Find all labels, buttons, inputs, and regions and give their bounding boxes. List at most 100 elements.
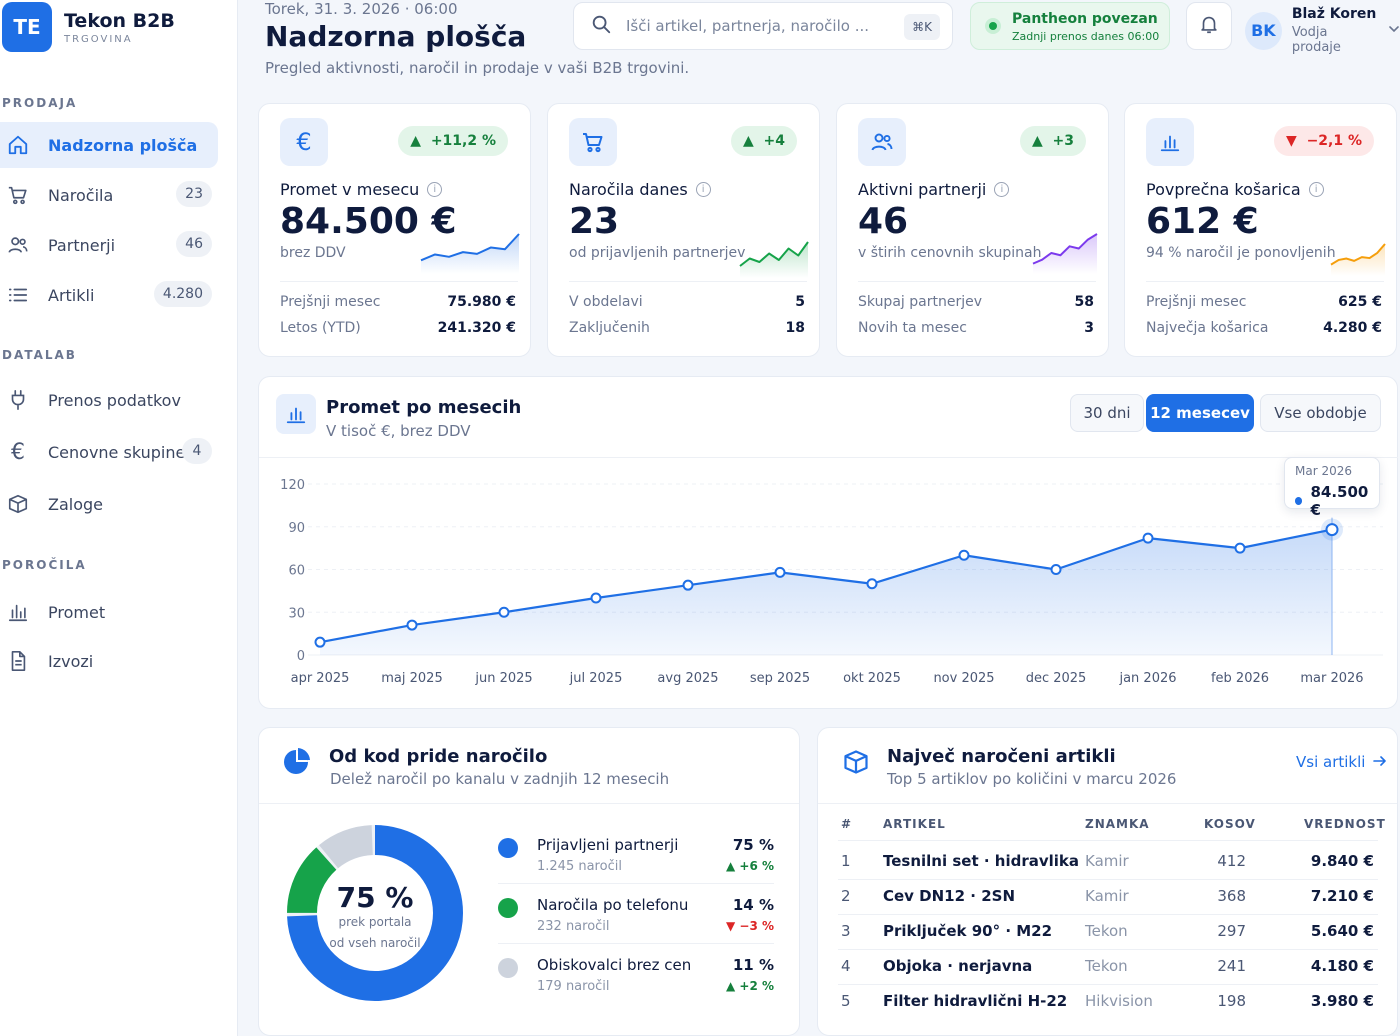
sidebar-item-zaloge[interactable]: Zaloge [0, 481, 218, 527]
info-icon[interactable]: i [994, 182, 1010, 197]
kpi-value: 46 [858, 201, 909, 242]
data-point [1234, 542, 1246, 554]
column-header[interactable]: ARTIKEL [883, 817, 946, 831]
delta-badge: ▼ −2,1 % [1274, 126, 1374, 156]
range-30-dni-button[interactable]: 30 dni [1070, 394, 1144, 432]
x-tick-label: dec 2025 [1026, 671, 1087, 686]
brand[interactable]: TE Tekon B2B TRGOVINA [2, 2, 175, 52]
table-cell-name: Tesnilni set · hidravlika [883, 852, 1079, 870]
delta-badge: ▲ +11,2 % [398, 126, 508, 156]
top-items-subtitle: Top 5 artiklov po količini v marcu 2026 [887, 770, 1177, 788]
revenue-line-chart[interactable]: 0 30 60 90 120 apr 2025 maj 2025 jun 2025 jul 20… [258, 459, 1398, 709]
sparkline-area [740, 242, 808, 278]
arrow-right-icon [1373, 753, 1387, 771]
kpi-detail-row: Letos (YTD) 241.320 € [280, 320, 516, 336]
sidebar-item-partnerji[interactable]: Partnerji 46 [0, 222, 218, 268]
column-header[interactable]: VREDNOST [1304, 817, 1386, 831]
sidebar-item-cenovne-skupine[interactable]: € Cenovne skupine 4 [0, 429, 218, 475]
status-title: Pantheon povezan [1012, 11, 1158, 27]
cart-icon [6, 183, 30, 207]
sidebar-item-promet[interactable]: Promet [0, 589, 218, 635]
top-items-title: Največ naročeni artikli [887, 746, 1116, 767]
table-cell-value: 4.180 € [1310, 957, 1374, 975]
sidebar-item-label: Cenovne skupine [48, 442, 186, 462]
sidebar-item-label: Artikli [48, 285, 95, 305]
info-icon[interactable]: i [427, 182, 443, 197]
chart-tooltip: Mar 2026 84.500 € [1284, 457, 1380, 519]
x-tick-label: jul 2025 [569, 671, 623, 686]
status-dot-icon [985, 18, 1001, 34]
donut-slice [287, 825, 463, 1001]
info-icon[interactable]: i [1308, 182, 1324, 197]
avatar: BK [1245, 11, 1282, 50]
count-badge: 46 [176, 231, 212, 257]
cart-icon [569, 118, 617, 166]
sidebar-item-prenos-podatkov[interactable]: Prenos podatkov [0, 377, 218, 423]
sidebar-item-narocila[interactable]: Naročila 23 [0, 172, 218, 218]
column-header[interactable]: ZNAMKA [1085, 817, 1150, 831]
search-placeholder: Išči artikel, partnerja, naročilo ... [626, 17, 870, 35]
legend-dot [498, 838, 518, 858]
chart-title: Promet po mesecih [326, 397, 522, 418]
user-menu[interactable]: BK Blaž Koren Vodja prodaje [1245, 6, 1400, 55]
table-cell-qty: 368 [1217, 887, 1246, 905]
kpi-subtext: 94 % naročil je ponovljenih [1146, 245, 1336, 261]
euro-icon: € [280, 118, 328, 166]
x-tick-label: okt 2025 [843, 671, 901, 686]
all-items-link[interactable]: Vsi artikli [1296, 753, 1387, 771]
notifications-button[interactable] [1186, 2, 1232, 50]
bell-icon [1198, 13, 1220, 39]
legend-item[interactable]: Obiskovalci brez cen 179 naročil 11 % ▲ … [498, 956, 774, 1000]
legend-delta: ▲ +6 % [725, 859, 774, 873]
plug-icon [6, 388, 30, 412]
kpi-card-narocila: ▲ +4 Naročila danes i 23 od prijavljenih … [547, 103, 820, 357]
users-icon [858, 118, 906, 166]
range-12-mesecev-button[interactable]: 12 mesecev [1146, 394, 1254, 432]
legend-item[interactable]: Prijavljeni partnerji 1.245 naročil 75 %… [498, 836, 774, 880]
kpi-detail-row: Prejšnji mesec 75.980 € [280, 294, 516, 310]
channels-donut-chart[interactable] [275, 813, 475, 1013]
sparkline-area [1033, 234, 1097, 274]
sidebar-item-izvozi[interactable]: Izvozi [0, 638, 218, 684]
donut-center-value: 75 % [336, 881, 414, 914]
range-vse-obdobje-button[interactable]: Vse obdobje [1260, 394, 1381, 432]
kpi-card-partnerji: ▲ +3 Aktivni partnerji i 46 v štirih ceno… [836, 103, 1109, 357]
x-tick-label: avg 2025 [657, 671, 718, 686]
search-icon [590, 13, 612, 39]
legend-count: 179 naročil [537, 979, 610, 994]
data-point [774, 566, 786, 578]
x-tick-label: sep 2025 [750, 671, 810, 686]
legend-item[interactable]: Naročila po telefonu 232 naročil 14 % ▼ … [498, 896, 774, 940]
sidebar-item-label: Izvozi [48, 651, 94, 671]
sidebar-item-nadzorna-plosca[interactable]: Nadzorna plošča [0, 122, 218, 168]
home-icon [6, 133, 30, 157]
channels-subtitle: Delež naročil po kanalu v zadnjih 12 mes… [330, 770, 670, 788]
sidebar-item-artikli[interactable]: Artikli 4.280 [0, 272, 218, 318]
table-cell-name: Priključek 90° · M22 [883, 922, 1053, 940]
sidebar: TE Tekon B2B TRGOVINA PRODAJA Nadzorna p… [0, 0, 238, 1036]
user-role: Vodja prodaje [1291, 25, 1341, 55]
table-cell-n: 1 [841, 852, 851, 870]
chart-subtitle: V tisoč €, brez DDV [326, 422, 471, 440]
nav-section-prodaja: PRODAJA [2, 96, 78, 110]
table-cell-value: 7.210 € [1310, 887, 1374, 905]
info-icon[interactable]: i [695, 182, 711, 197]
tooltip-value: 84.500 € [1295, 483, 1379, 519]
y-tick-label: 30 [288, 606, 305, 621]
table-cell-n: 4 [841, 957, 851, 975]
connection-status[interactable]: Pantheon povezan Zadnji prenos danes 06:… [970, 2, 1170, 50]
data-point [866, 578, 878, 590]
legend-name: Prijavljeni partnerji [537, 836, 679, 854]
page-title: Nadzorna plošča [265, 20, 527, 53]
kpi-detail-row: Skupaj partnerjev 58 [858, 294, 1094, 310]
table-cell-brand: Kamir [1085, 852, 1129, 870]
search-input[interactable]: Išči artikel, partnerja, naročilo ... ⌘K [573, 2, 953, 50]
sparkline-line [1032, 233, 1098, 265]
data-point [314, 636, 326, 648]
bar-chart-icon [1146, 118, 1194, 166]
sparkline [1032, 233, 1098, 274]
x-tick-label: jan 2026 [1118, 671, 1176, 686]
kpi-label: Aktivni partnerji i [858, 180, 1010, 199]
column-header[interactable]: KOSOV [1204, 817, 1256, 831]
users-icon [6, 233, 30, 257]
